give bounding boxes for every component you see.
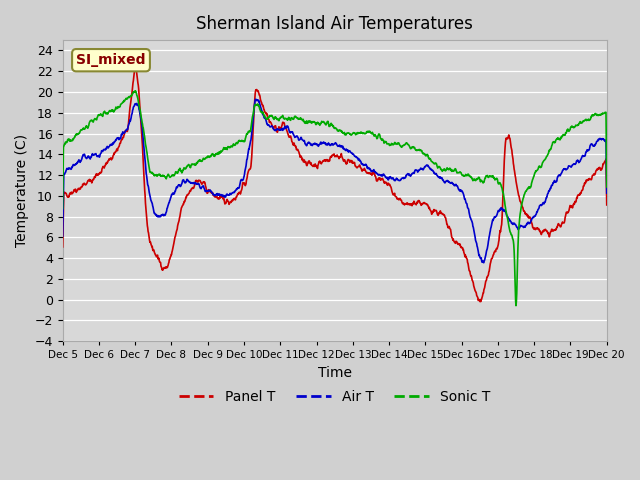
Sonic T <box>539 159 547 165</box>
Line: Air T: Air T <box>63 99 607 263</box>
Air T <box>252 96 260 102</box>
Line: Sonic T: Sonic T <box>63 91 607 306</box>
Panel T <box>603 202 611 208</box>
Air T <box>603 190 611 196</box>
Sonic T <box>167 174 175 180</box>
Air T <box>166 195 174 201</box>
Sonic T <box>603 184 611 190</box>
Air T <box>539 200 547 206</box>
Sonic T <box>420 150 428 156</box>
Air T <box>59 233 67 239</box>
Legend: Panel T, Air T, Sonic T: Panel T, Air T, Sonic T <box>173 384 496 409</box>
Sonic T <box>512 303 520 309</box>
Panel T <box>491 249 499 254</box>
Panel T <box>59 244 67 250</box>
Panel T <box>167 253 175 259</box>
Panel T <box>539 229 547 235</box>
Air T <box>491 215 499 220</box>
Y-axis label: Temperature (C): Temperature (C) <box>15 134 29 247</box>
Sonic T <box>59 206 67 212</box>
Sonic T <box>131 88 139 94</box>
Sonic T <box>491 175 499 181</box>
Title: Sherman Island Air Temperatures: Sherman Island Air Temperatures <box>196 15 473 33</box>
Air T <box>241 171 248 177</box>
Panel T <box>476 299 484 304</box>
Panel T <box>241 182 249 188</box>
X-axis label: Time: Time <box>317 366 352 380</box>
Line: Panel T: Panel T <box>63 66 607 301</box>
Text: SI_mixed: SI_mixed <box>76 53 146 67</box>
Panel T <box>180 199 188 204</box>
Air T <box>479 260 487 265</box>
Sonic T <box>180 165 188 170</box>
Air T <box>420 166 428 172</box>
Panel T <box>132 63 140 69</box>
Air T <box>180 177 188 183</box>
Sonic T <box>241 138 249 144</box>
Panel T <box>420 201 428 206</box>
